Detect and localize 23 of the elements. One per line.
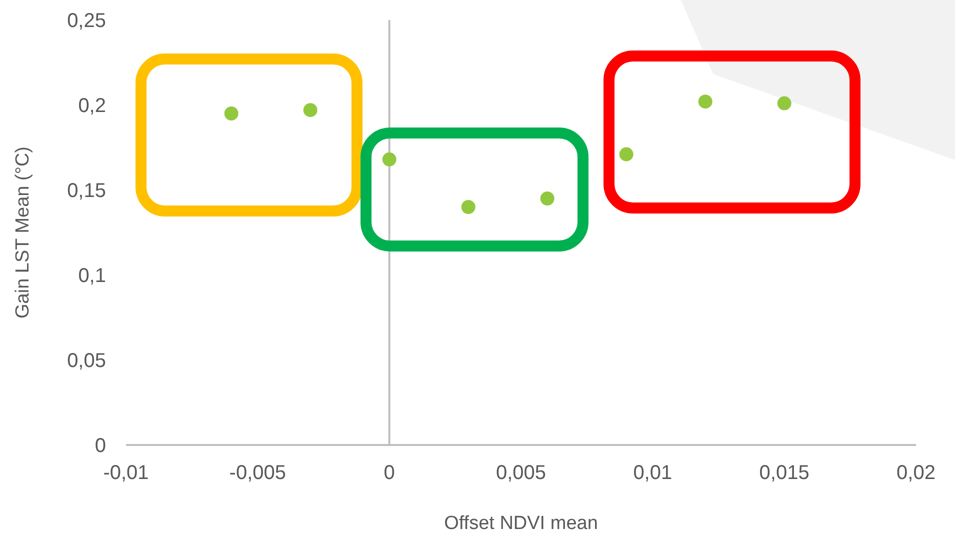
y-tick-label: 0,15 [67, 180, 106, 202]
y-axis-title: Gain LST Mean (°C) [12, 146, 34, 318]
y-tick-label: 0,25 [67, 10, 106, 32]
y-tick-label: 0,1 [78, 265, 106, 288]
y-tick-label: 0,2 [78, 95, 106, 118]
x-tick-label: -0,01 [103, 462, 149, 484]
x-tick-label: 0,01 [633, 462, 672, 484]
y-tick-label: 0,05 [67, 350, 106, 372]
point [382, 152, 396, 166]
x-tick-label: 0,015 [759, 462, 810, 484]
x-tick-label: -0,005 [229, 462, 286, 484]
point [224, 106, 238, 120]
x-tick-label: 0 [384, 462, 395, 484]
y-tick-label: 0 [94, 435, 106, 458]
point [619, 147, 634, 162]
x-axis-title: Offset NDVI mean [444, 513, 598, 534]
point [540, 192, 554, 206]
point [303, 103, 318, 118]
point [698, 94, 712, 109]
x-tick-label: 0,005 [496, 462, 546, 484]
point [777, 96, 792, 110]
x-tick-label: 0,02 [896, 462, 936, 484]
point [461, 200, 476, 214]
